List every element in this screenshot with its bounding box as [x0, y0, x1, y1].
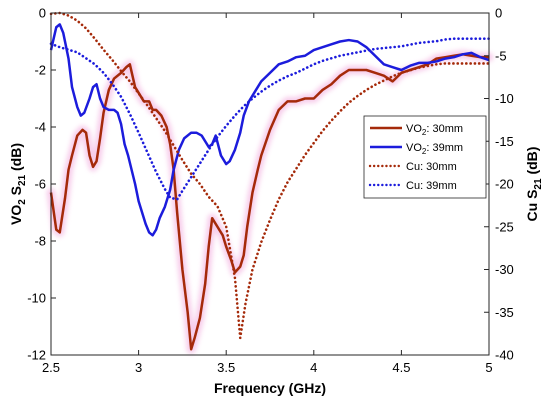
legend-label: Cu: 39mm [406, 180, 457, 192]
axes-group: 2.5 3 3.5 4 4.5 5 0 -2 -4 -6 -8 -10 -12 0 -5 -10 -15 -20 -… [27, 6, 514, 376]
series-group [46, 11, 494, 354]
legend-label: VO2: 39mm [406, 142, 463, 156]
series-line-vo2-39mm [49, 23, 490, 237]
y-axis-left-label: VO2 S21 (dB) [8, 143, 28, 225]
y-right-tick-label: -15 [495, 134, 514, 149]
y-right-tick-label: -10 [495, 91, 514, 106]
y-left-tick-label: 0 [39, 6, 46, 21]
y-left-tick-label: -12 [27, 348, 46, 363]
series-line-cu-39mm [49, 37, 491, 201]
legend-label: VO2: 30mm [406, 123, 463, 137]
y-right-tick-label: -30 [495, 262, 514, 277]
y-left-tick-label: -6 [34, 177, 46, 192]
x-tick-label: 4.5 [392, 360, 410, 375]
y-right-tick-label: -5 [495, 48, 507, 63]
y-right-tick-label: -20 [495, 177, 514, 192]
y-left-tick-label: -8 [34, 234, 46, 249]
y-left-tick-label: -4 [34, 120, 46, 135]
x-tick-label: 2.5 [42, 360, 60, 375]
legend-label: Cu: 30mm [406, 161, 457, 173]
legend: VO2: 30mm VO2: 39mm Cu: 30mm Cu: 39mm [363, 115, 487, 199]
x-axis-label: Frequency (GHz) [214, 380, 326, 396]
y-right-tick-label: 0 [495, 6, 502, 21]
x-tick-label: 4 [310, 360, 317, 375]
y-right-tick-label: -40 [495, 348, 514, 363]
y-axis-right-label: Cu S21 (dB) [524, 147, 544, 222]
y-right-tick-label: -25 [495, 219, 514, 234]
legend-box [363, 115, 487, 199]
y-right-tick-label: -35 [495, 305, 514, 320]
x-tick-label: 3.5 [217, 360, 235, 375]
y-left-tick-label: -10 [27, 291, 46, 306]
x-tick-label: 5 [485, 360, 492, 375]
series-line-cu-30mm [49, 11, 491, 340]
x-tick-label: 3 [135, 360, 142, 375]
y-left-tick-label: -2 [34, 63, 46, 78]
series-line-vo2-30mm [49, 53, 489, 351]
